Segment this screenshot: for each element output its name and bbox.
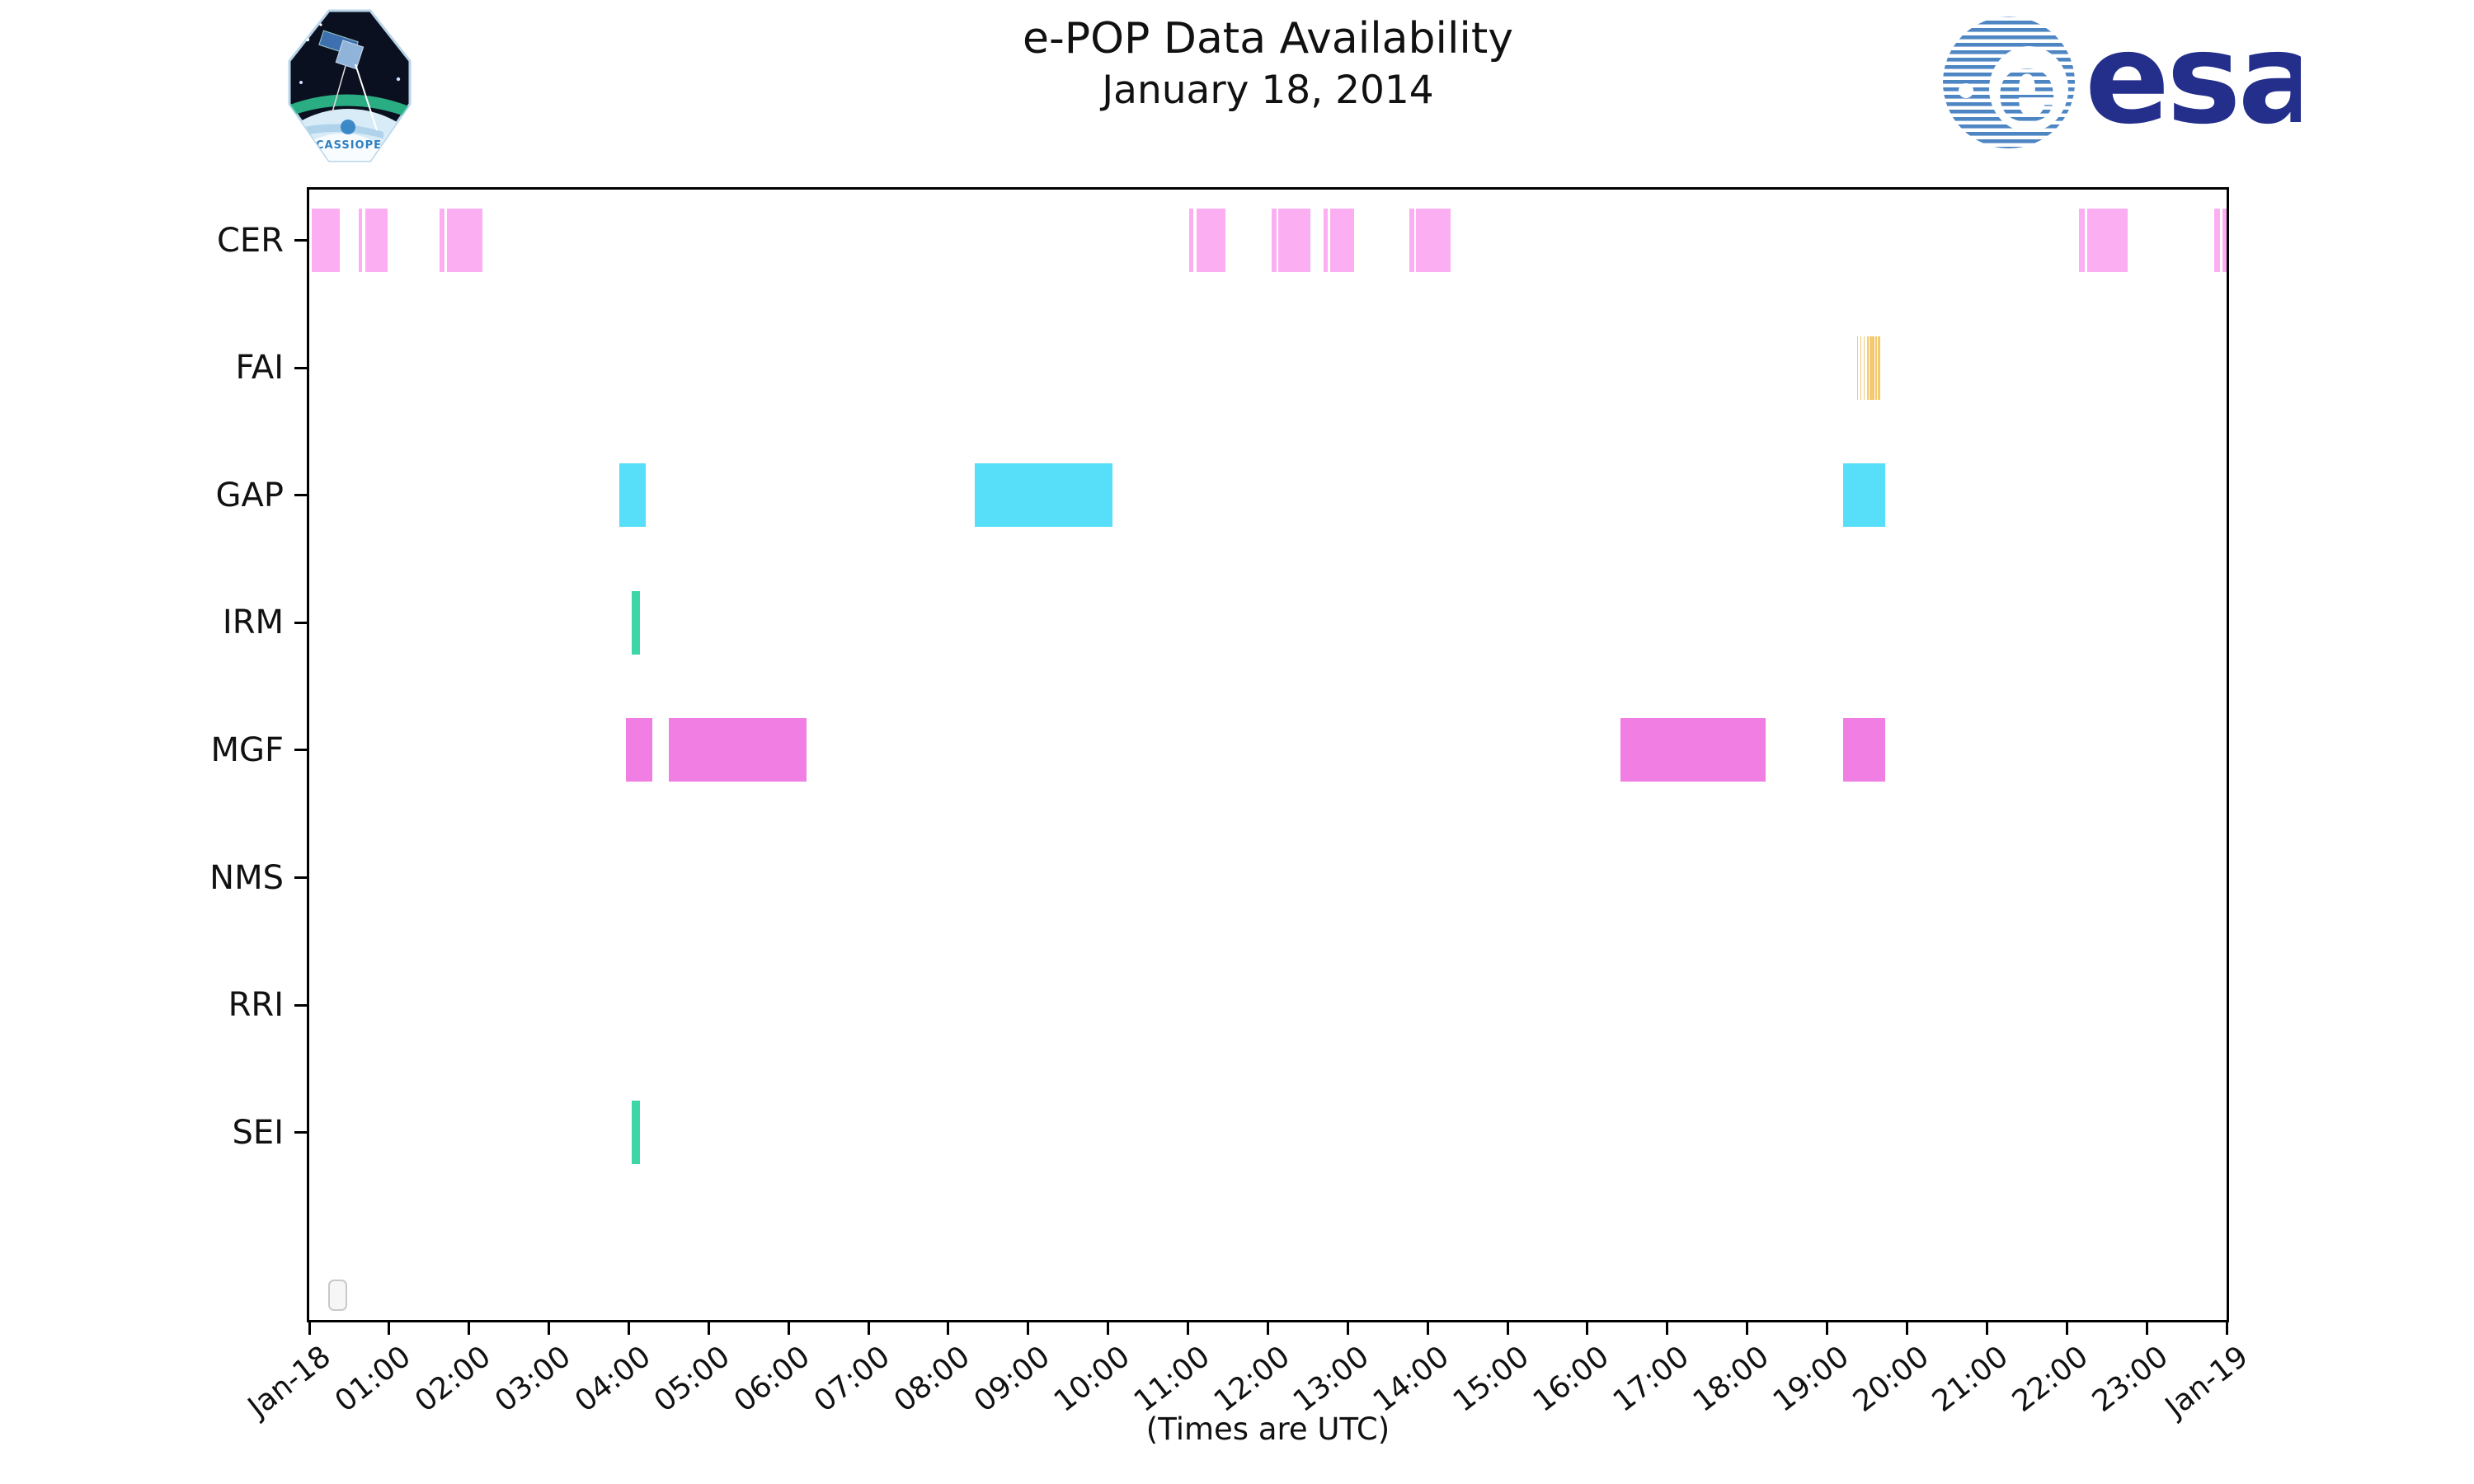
esa-wordmark: esa — [2085, 12, 2301, 152]
x-tick-mark — [1985, 1322, 1988, 1335]
instrument-label-fai: FAI — [235, 349, 285, 387]
data-segment-mgf — [1843, 718, 1885, 782]
x-tick-mark — [1746, 1322, 1749, 1335]
instrument-label-cer: CER — [217, 221, 284, 260]
esa-logo: e esa — [1943, 12, 2301, 152]
data-segment-cer — [440, 209, 444, 273]
data-segment-cer — [1277, 209, 1310, 273]
data-segment-fai — [1878, 336, 1880, 400]
star — [396, 77, 401, 82]
x-tick-mark — [1826, 1322, 1829, 1335]
cassiope-mission-patch: CASSIOPE — [288, 9, 412, 162]
x-tick-mark — [867, 1322, 870, 1335]
x-tick-mark — [1666, 1322, 1669, 1335]
x-tick-mark — [468, 1322, 471, 1335]
data-segment-sei — [631, 1101, 640, 1165]
y-tick-mark — [294, 366, 307, 369]
data-segment-cer — [358, 209, 363, 273]
data-segment-cer — [1196, 209, 1225, 273]
instrument-label-mgf: MGF — [210, 730, 284, 769]
data-segment-fai — [1869, 336, 1875, 400]
instrument-label-rri: RRI — [228, 986, 284, 1025]
data-segment-cer — [2078, 209, 2085, 273]
y-tick-mark — [294, 1131, 307, 1134]
satellite-icon — [318, 30, 365, 70]
data-segment-cer — [447, 209, 482, 273]
data-segment-cer — [2213, 209, 2220, 273]
data-segment-cer — [1188, 209, 1193, 273]
x-tick-mark — [2065, 1322, 2068, 1335]
data-segment-cer — [1329, 209, 1355, 273]
x-tick-mark — [388, 1322, 391, 1335]
data-segment-cer — [1324, 209, 1328, 273]
instrument-label-nms: NMS — [209, 858, 284, 897]
aurora-band — [289, 94, 410, 119]
cassiope-label: CASSIOPE — [316, 139, 382, 152]
instrument-label-gap: GAP — [215, 476, 284, 514]
data-segment-gap — [1843, 463, 1885, 528]
x-tick-mark — [947, 1322, 950, 1335]
esa-emblem-letter: e — [1996, 29, 2058, 143]
antenna-boom — [355, 63, 378, 131]
antenna-boom — [332, 65, 346, 113]
data-segment-mgf — [1620, 718, 1766, 782]
esa-emblem-star-dot — [1959, 83, 1973, 98]
y-tick-mark — [294, 239, 307, 242]
plot-area — [294, 187, 2229, 1335]
x-tick-mark — [1426, 1322, 1429, 1335]
data-segment-gap — [975, 463, 1113, 528]
chart-title: e-POP Data Availability — [1022, 14, 1514, 63]
x-tick-mark — [1267, 1322, 1269, 1335]
chart-subtitle: January 18, 2014 — [1102, 68, 1434, 113]
agency-roundel — [341, 120, 355, 134]
data-segment-fai — [1866, 336, 1869, 400]
y-tick-mark — [294, 749, 307, 752]
star — [319, 23, 322, 26]
earth-cloud — [293, 124, 383, 139]
data-segment-mgf — [626, 718, 652, 782]
x-tick-mark — [707, 1322, 710, 1335]
x-tick-mark — [1107, 1322, 1110, 1335]
y-tick-mark — [294, 1003, 307, 1007]
x-tick-mark — [1906, 1322, 1908, 1335]
empty-legend-box — [328, 1280, 347, 1311]
x-tick-mark — [787, 1322, 790, 1335]
x-tick-mark — [2145, 1322, 2148, 1335]
title-block: e-POP Data Availability January 18, 2014 — [309, 12, 2227, 115]
x-tick-mark — [1187, 1322, 1190, 1335]
data-segment-gap — [618, 463, 646, 528]
x-tick-mark — [548, 1322, 551, 1335]
data-segment-fai — [1875, 336, 1877, 400]
x-tick-mark — [2225, 1322, 2228, 1335]
x-tick-mark — [627, 1322, 630, 1335]
y-tick-mark — [294, 494, 307, 497]
data-segment-cer — [1271, 209, 1277, 273]
x-tick-mark — [1346, 1322, 1349, 1335]
x-tick-mark — [308, 1322, 311, 1335]
data-segment-fai — [1863, 336, 1865, 400]
y-tick-mark — [294, 876, 307, 880]
esa-emblem-crescent — [1989, 46, 2068, 132]
star — [299, 81, 303, 84]
data-segment-cer — [365, 209, 388, 273]
x-tick-mark — [1506, 1322, 1509, 1335]
x-tick-mark — [1586, 1322, 1589, 1335]
y-tick-mark — [294, 621, 307, 624]
data-segment-cer — [2222, 209, 2227, 273]
x-tick-mark — [1027, 1322, 1030, 1335]
x-axis-caption: (Times are UTC) — [1145, 1411, 1390, 1447]
data-segment-cer — [2086, 209, 2128, 273]
data-segment-fai — [1860, 336, 1862, 400]
data-segment-cer — [1416, 209, 1451, 273]
data-segment-irm — [631, 590, 640, 655]
instrument-label-irm: IRM — [222, 603, 284, 642]
data-segment-cer — [312, 209, 340, 273]
instrument-label-sei: SEI — [232, 1113, 284, 1152]
data-segment-cer — [1409, 209, 1414, 273]
data-segment-mgf — [669, 718, 807, 782]
data-segment-fai — [1856, 336, 1859, 400]
